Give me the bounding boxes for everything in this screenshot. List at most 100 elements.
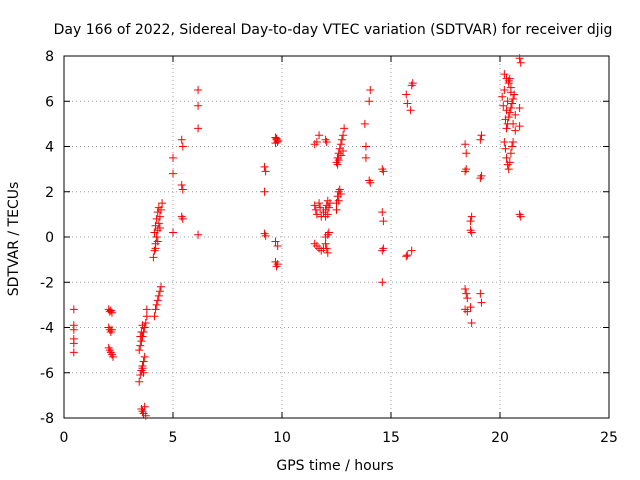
data-point [152, 233, 161, 241]
data-point [379, 244, 388, 253]
data-point [69, 325, 78, 334]
y-tick-label: 6 [45, 94, 54, 110]
data-point [461, 140, 470, 149]
data-point [154, 203, 163, 212]
data-point [506, 149, 515, 158]
data-point [516, 212, 525, 221]
data-point [462, 289, 471, 298]
data-point [403, 99, 412, 108]
data-point [312, 242, 321, 251]
x-tick-label: 15 [382, 430, 400, 446]
data-point [379, 217, 388, 226]
data-point [506, 104, 515, 113]
data-point [149, 253, 158, 262]
data-point [515, 104, 524, 113]
data-point [310, 201, 319, 210]
data-point [463, 294, 472, 303]
y-tick-label: -6 [40, 366, 54, 382]
data-point [365, 97, 374, 106]
data-point [476, 135, 485, 144]
data-point [142, 312, 151, 321]
data-point [107, 325, 116, 334]
data-point [155, 223, 164, 232]
data-point [169, 153, 177, 162]
data-point [378, 208, 387, 217]
data-point [158, 199, 167, 208]
data-point [310, 140, 319, 149]
data-point [466, 226, 475, 235]
data-point [150, 312, 159, 321]
data-point [272, 262, 281, 271]
data-point [315, 131, 324, 140]
data-point [178, 214, 187, 223]
data-point [335, 185, 344, 194]
data-point [505, 108, 514, 117]
x-tick-label: 10 [273, 430, 291, 446]
data-point [177, 135, 186, 144]
data-point [337, 135, 346, 144]
data-point [515, 54, 524, 63]
data-point [477, 131, 486, 140]
data-point [515, 122, 524, 131]
data-point [339, 147, 348, 156]
data-point [273, 260, 282, 269]
data-point [315, 199, 324, 208]
data-point [463, 307, 472, 316]
data-point [503, 160, 512, 169]
data-point [261, 231, 270, 240]
data-point [509, 119, 518, 128]
data-point [366, 178, 375, 187]
data-point [502, 124, 511, 133]
data-point [260, 187, 269, 196]
data-point [106, 306, 115, 315]
data-point [69, 348, 78, 357]
data-point [135, 377, 144, 386]
data-point [311, 205, 320, 214]
data-point [339, 131, 348, 140]
data-point [476, 174, 485, 183]
data-point [151, 221, 160, 230]
data-point [477, 298, 486, 307]
data-point [499, 101, 508, 110]
data-point [504, 165, 513, 174]
data-point [312, 210, 321, 219]
data-point [316, 203, 325, 212]
data-point [142, 305, 151, 314]
data-point [169, 228, 177, 237]
data-point [69, 339, 78, 348]
data-point [333, 160, 342, 169]
data-point [336, 190, 345, 199]
data-point [69, 305, 78, 314]
data-point [194, 230, 203, 239]
data-point [466, 303, 475, 312]
data-point [194, 101, 203, 110]
data-point [271, 139, 280, 148]
data-point [177, 212, 186, 221]
data-point [324, 228, 333, 237]
x-axis-tick-labels: 0 5 10 15 20 25 [60, 430, 618, 446]
data-point [106, 348, 115, 357]
data-point [107, 308, 116, 317]
data-point [467, 228, 476, 237]
data-point [407, 246, 416, 255]
x-tick-label: 0 [60, 430, 69, 446]
y-tick-label: 4 [45, 140, 54, 156]
data-point [334, 187, 343, 196]
y-tick-label: -2 [40, 275, 54, 291]
data-point [323, 196, 332, 205]
data-point [106, 328, 115, 337]
data-point [136, 332, 145, 341]
y-tick-label: -4 [40, 321, 54, 337]
data-point [365, 176, 374, 185]
data-point [323, 210, 332, 219]
data-point [178, 185, 187, 194]
data-point [135, 346, 144, 355]
data-point [379, 167, 388, 176]
data-point [194, 85, 203, 94]
y-tick-label: -8 [40, 411, 54, 427]
data-point [137, 328, 146, 337]
data-point [273, 242, 282, 251]
data-point [324, 203, 333, 212]
data-point [109, 352, 118, 361]
